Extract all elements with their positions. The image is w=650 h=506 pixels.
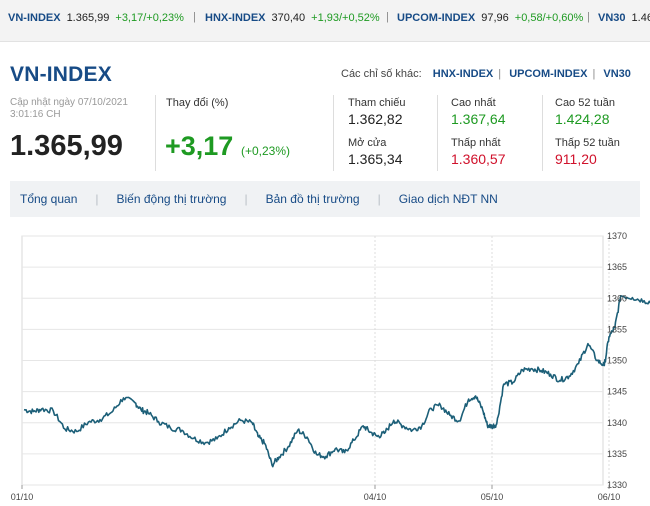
ticker-value: 97,96 — [481, 12, 509, 24]
divider — [155, 95, 156, 171]
tab-market-movement[interactable]: Biến động thị trường — [116, 192, 227, 206]
x-tick-label: 04/10 — [364, 492, 387, 502]
ticker-item-vn30[interactable]: VN30 1.46 — [598, 12, 650, 24]
ticker-name: UPCOM-INDEX — [397, 12, 476, 24]
stat-label: Tham chiếu — [348, 97, 406, 109]
updated-timestamp: Cập nhật ngày 07/10/2021 3:01:16 CH — [10, 97, 150, 121]
ticker-change: +1,93/+0,52% — [311, 12, 380, 24]
link-hnx-index[interactable]: HNX-INDEX — [432, 68, 494, 80]
ticker-separator: | — [193, 11, 196, 23]
y-tick-label: 1335 — [607, 449, 627, 459]
other-indices: Các chỉ số khác: HNX-INDEX | UPCOM-INDEX |… — [341, 68, 631, 80]
stat-label: Thấp nhất — [451, 137, 501, 149]
link-separator: | — [592, 68, 596, 80]
tab-separator: | — [244, 192, 248, 206]
updated-date: Cập nhật ngày 07/10/2021 — [10, 97, 128, 108]
chart-series — [23, 295, 650, 468]
other-indices-label: Các chỉ số khác: — [341, 68, 422, 80]
stat-label: Cao 52 tuần — [555, 97, 615, 109]
y-tick-label: 1340 — [607, 418, 627, 428]
tab-market-map[interactable]: Bản đồ thị trường — [265, 192, 360, 206]
chart-axes: 1330 1335 1340 1345 1350 1355 1360 1365 1370 01/1… — [11, 231, 627, 502]
stat-reference: Tham chiếu 1.362,82 — [348, 97, 405, 127]
ticker-item-upcomindex[interactable]: UPCOM-INDEX 97,96 +0,58/+0,60% — [397, 12, 583, 24]
tab-separator: | — [95, 192, 99, 206]
ticker-separator: | — [587, 11, 590, 23]
tab-bar: Tổng quan | Biến động thị trường | Bản đ… — [10, 181, 640, 217]
chart-grid — [21, 235, 610, 486]
tab-separator: | — [377, 192, 381, 206]
ticker-name: HNX-INDEX — [205, 12, 266, 24]
stat-value: 1.424,28 — [555, 111, 610, 127]
stat-high-52w: Cao 52 tuần 1.424,28 — [555, 97, 615, 127]
ticker-item-hnxindex[interactable]: HNX-INDEX 370,40 +1,93/+0,52% — [205, 12, 380, 24]
stat-low: Thấp nhất 1.360,57 — [451, 137, 506, 167]
updated-time: 3:01:16 CH — [10, 109, 61, 120]
index-line-chart: 1330 1335 1340 1345 1350 1355 1360 1365 1370 01/1… — [11, 231, 650, 502]
y-tick-label: 1330 — [607, 480, 627, 490]
stat-value: 1.367,64 — [451, 111, 506, 127]
ticker-value: 1.365,99 — [66, 12, 110, 24]
x-tick-label: 05/10 — [481, 492, 504, 502]
y-tick-label: 1370 — [607, 231, 627, 241]
x-tick-label: 01/10 — [11, 492, 34, 502]
tab-overview[interactable]: Tổng quan — [20, 192, 78, 206]
stat-value: 1.365,34 — [348, 151, 403, 167]
y-tick-label: 1345 — [607, 387, 627, 397]
ticker-change: +0,58/+0,60% — [514, 12, 584, 24]
stat-low-52w: Thấp 52 tuần 911,20 — [555, 137, 620, 167]
ticker-bar: VN-INDEX 1.365,99 +3,17/+0,23% | HNX-IND… — [0, 0, 650, 42]
y-tick-label: 1360 — [607, 293, 627, 303]
x-tick-label: 06/10 — [598, 492, 621, 502]
stat-label: Mở cửa — [348, 137, 387, 149]
divider — [437, 95, 438, 171]
y-tick-label: 1355 — [607, 324, 627, 334]
ticker-value: 370,40 — [271, 12, 306, 24]
stat-value: 1.360,57 — [451, 151, 506, 167]
change-label: Thay đổi (%) — [166, 97, 229, 109]
stat-value: 911,20 — [555, 151, 597, 167]
divider — [542, 95, 543, 171]
ticker-item-vnindex[interactable]: VN-INDEX 1.365,99 +3,17/+0,23% — [8, 12, 184, 24]
tab-foreign-trading[interactable]: Giao dịch NĐT NN — [398, 192, 498, 206]
ticker-change: +3,17/+0,23% — [115, 12, 184, 24]
y-tick-label: 1365 — [607, 262, 627, 272]
stat-value: 1.362,82 — [348, 111, 403, 127]
change-percent: (+0,23%) — [241, 144, 291, 158]
ticker-value: 1.46 — [631, 12, 650, 24]
ticker-name: VN-INDEX — [8, 12, 61, 24]
change-value: +3,17 — [165, 131, 234, 161]
ticker-name: VN30 — [598, 12, 626, 24]
stat-open: Mở cửa 1.365,34 — [348, 137, 403, 167]
y-tick-label: 1350 — [607, 356, 627, 366]
link-upcom-index[interactable]: UPCOM-INDEX — [509, 68, 588, 80]
page-title: VN-INDEX — [10, 63, 112, 86]
link-vn30[interactable]: VN30 — [603, 68, 631, 80]
index-value: 1.365,99 — [10, 130, 123, 162]
stat-high: Cao nhất 1.367,64 — [451, 97, 506, 127]
stat-label: Cao nhất — [451, 97, 496, 109]
link-separator: | — [498, 68, 502, 80]
ticker-separator: | — [386, 11, 389, 23]
series-line — [23, 295, 650, 468]
stat-label: Thấp 52 tuần — [555, 137, 620, 149]
divider — [333, 95, 334, 171]
